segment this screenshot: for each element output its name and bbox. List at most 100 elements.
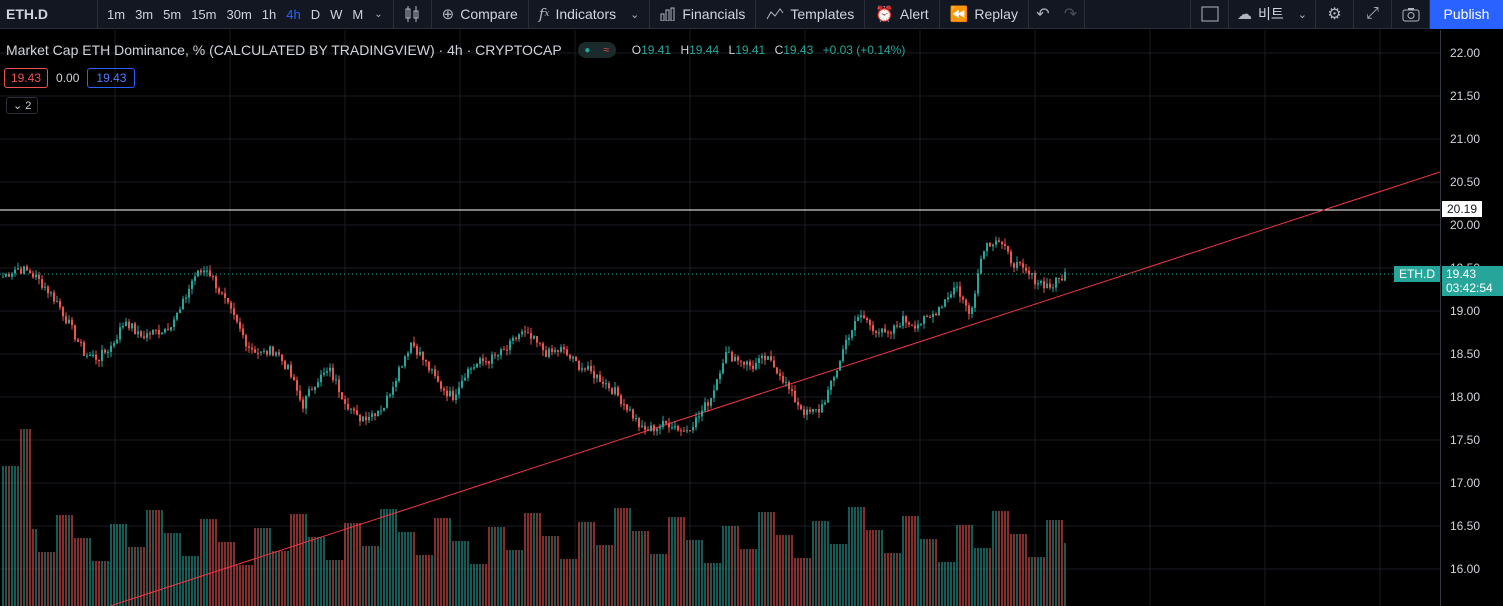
collapsed-count: 2: [25, 100, 32, 112]
candle-body: [779, 373, 781, 376]
candle-body: [260, 351, 262, 353]
candle-body: [5, 274, 7, 277]
volume-bar: [989, 548, 991, 606]
volume-bar: [29, 429, 31, 606]
templates-button[interactable]: Templates: [756, 0, 866, 29]
candle-body: [377, 411, 379, 416]
volume-bar: [1052, 520, 1054, 606]
candle-body: [602, 381, 604, 384]
gear-icon[interactable]: ⚙: [1316, 0, 1354, 29]
candle-body: [161, 332, 163, 335]
interval-3m[interactable]: 3m: [135, 6, 154, 22]
fullscreen-square-icon[interactable]: [1191, 0, 1230, 29]
volume-bar: [1040, 557, 1042, 606]
volume-bar: [713, 563, 715, 606]
chevron-down-icon[interactable]: ⌄: [1297, 8, 1307, 21]
volume-bar: [83, 538, 85, 606]
buy-button[interactable]: 19.43: [87, 68, 136, 88]
interval-1h[interactable]: 1h: [261, 6, 277, 22]
candle-body: [434, 369, 436, 377]
candle-body: [593, 371, 595, 379]
volume-bar: [116, 524, 118, 606]
price-chart[interactable]: [0, 30, 1440, 606]
volume-bar: [938, 562, 940, 606]
volume-bar: [563, 559, 565, 606]
candle-body: [1001, 241, 1003, 245]
sell-button[interactable]: 19.43: [4, 68, 49, 88]
volume-bar: [239, 565, 241, 606]
volume-bar: [200, 519, 202, 606]
candle-body: [437, 376, 439, 382]
volume-bar: [71, 515, 73, 606]
interval-5m[interactable]: 5m: [163, 6, 182, 22]
volume-bar: [539, 513, 541, 606]
financials-button[interactable]: Financials: [650, 0, 757, 29]
interval-4h[interactable]: 4h: [286, 6, 301, 22]
interval-1m[interactable]: 1m: [107, 6, 126, 22]
chevron-down-icon[interactable]: ⌄: [374, 8, 383, 20]
volume-bar: [128, 547, 130, 606]
volume-bar: [986, 548, 988, 606]
undo-icon[interactable]: ↶: [1036, 6, 1050, 23]
legend-status-badge[interactable]: ● ≈: [577, 42, 616, 58]
candle-body: [563, 347, 565, 350]
candle-body: [137, 331, 139, 335]
compare-button[interactable]: ⊕ Compare: [432, 0, 529, 29]
publish-button[interactable]: Publish: [1430, 0, 1503, 29]
candle-body: [644, 425, 646, 430]
layout-button[interactable]: ☁ 비트 ⌄: [1229, 0, 1316, 29]
interval-m[interactable]: M: [352, 6, 364, 22]
interval-d[interactable]: D: [310, 6, 321, 22]
candle-body: [653, 425, 655, 432]
candle-body: [635, 417, 637, 419]
candle-body: [659, 426, 661, 429]
volume-bar: [86, 538, 88, 606]
volume-bar: [665, 554, 667, 606]
chart-grid: [0, 30, 1440, 606]
volume-bar: [530, 513, 532, 606]
price-axis[interactable]: 22.00 21.50 21.00 20.50 20.00 19.50 19.0…: [1440, 30, 1503, 606]
volume-bar: [731, 526, 733, 606]
volume-bar: [377, 546, 379, 606]
candle-body: [89, 355, 91, 357]
volume-bar: [812, 521, 814, 606]
volume-bar: [212, 519, 214, 606]
volume-bar: [23, 429, 25, 606]
candle-body: [917, 324, 919, 329]
expand-icon[interactable]: ⤢: [1354, 0, 1392, 29]
chevron-down-icon: ⌄: [13, 100, 23, 112]
candle-body: [566, 349, 568, 356]
candle-body: [2, 276, 4, 278]
camera-icon[interactable]: [1392, 0, 1430, 29]
interval-15m[interactable]: 15m: [191, 6, 217, 22]
volume-bar: [728, 526, 730, 606]
candle-body: [347, 403, 349, 410]
candle-body: [419, 351, 421, 355]
redo-icon[interactable]: ↷: [1057, 0, 1085, 29]
candle-body: [68, 319, 70, 324]
candle-body: [530, 333, 532, 339]
volume-bar: [722, 526, 724, 606]
alert-button[interactable]: ⏰ Alert: [865, 0, 940, 29]
symbol-search-button[interactable]: ETH.D: [0, 0, 98, 29]
candle-body: [350, 408, 352, 410]
interval-30m[interactable]: 30m: [226, 6, 252, 22]
candles-icon[interactable]: [394, 0, 432, 29]
candle-body: [704, 402, 706, 411]
open-key: O: [631, 43, 642, 57]
candle-body: [191, 280, 193, 289]
indicators-collapse-button[interactable]: ⌄ 2: [6, 97, 39, 114]
candle-body: [284, 360, 286, 370]
volume-bar: [56, 515, 58, 606]
candle-body: [950, 294, 952, 298]
replay-button[interactable]: ⏪ Replay: [940, 0, 1029, 29]
candle-body: [230, 302, 232, 309]
volume-bar: [467, 541, 469, 606]
volume-bar: [254, 528, 256, 606]
volume-bar: [143, 547, 145, 606]
chevron-down-icon[interactable]: ⌄: [630, 8, 640, 21]
candle-body: [140, 331, 142, 337]
interval-w[interactable]: W: [330, 6, 343, 22]
volume-bar: [641, 531, 643, 606]
